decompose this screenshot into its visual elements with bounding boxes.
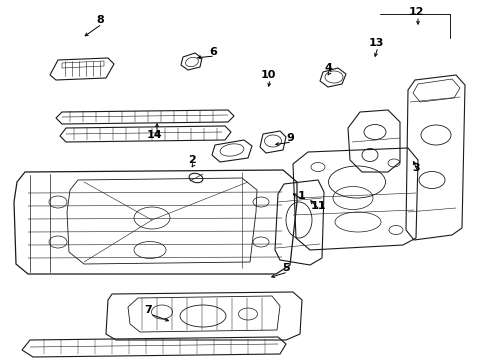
Text: 14: 14: [147, 130, 163, 140]
Text: 7: 7: [144, 305, 152, 315]
Text: 1: 1: [298, 191, 305, 201]
Text: 3: 3: [411, 163, 419, 173]
Text: 10: 10: [260, 70, 275, 80]
Text: 11: 11: [309, 201, 325, 211]
Text: 8: 8: [96, 15, 103, 25]
Text: 13: 13: [367, 38, 383, 48]
Text: 4: 4: [324, 63, 331, 73]
Text: 2: 2: [188, 155, 196, 165]
Text: 5: 5: [282, 263, 289, 273]
Text: 12: 12: [407, 7, 423, 17]
Text: 6: 6: [209, 47, 217, 57]
Text: 9: 9: [285, 133, 293, 143]
